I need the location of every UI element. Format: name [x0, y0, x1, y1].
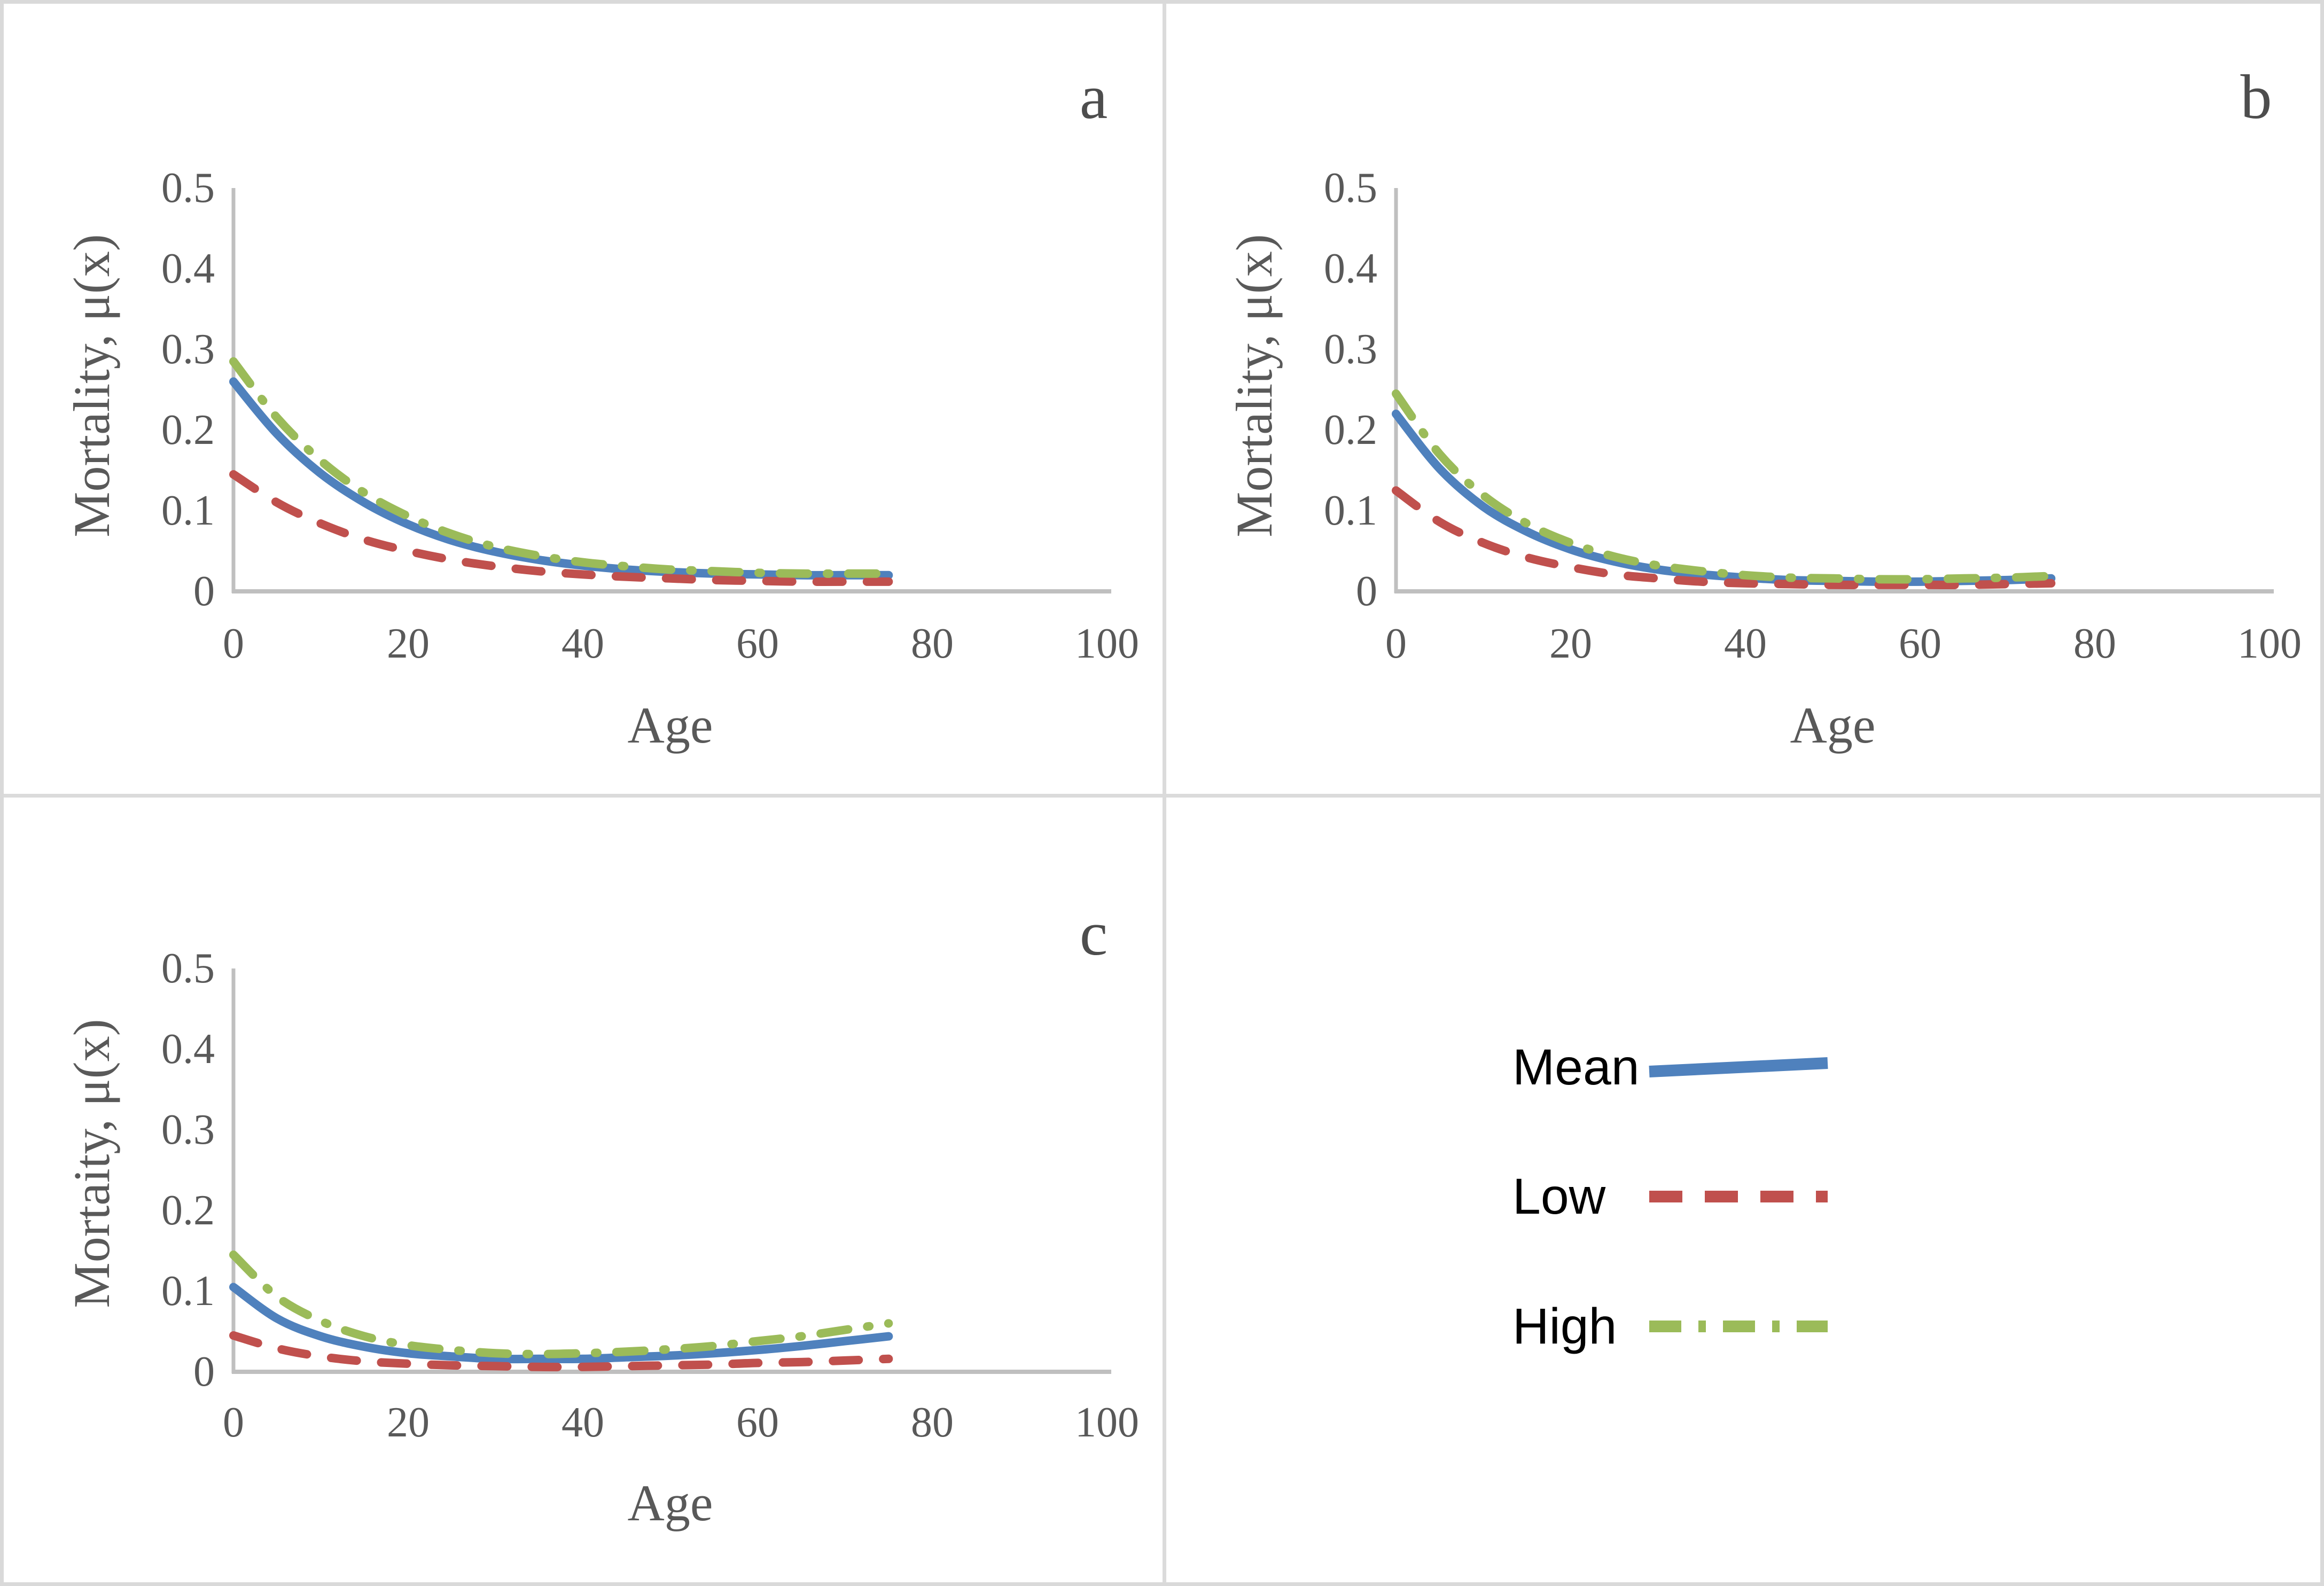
curve-high-panel-c [229, 1251, 893, 1358]
panel-c-ytick-0.5: 0.5 [161, 945, 215, 992]
panel-b-x-axis-title: Age [1790, 697, 1876, 754]
panel-a-ytick-0: 0 [193, 568, 215, 615]
panel-b-ytick-0.2: 0.2 [1324, 407, 1377, 454]
panel-c-letter: c [1079, 899, 1108, 968]
panel-b-xtick-20: 20 [1549, 620, 1592, 667]
panel-b-xtick-80: 80 [2073, 620, 2116, 667]
curve-low-panel-a [229, 470, 893, 586]
curve-low-panel-c [229, 1331, 893, 1372]
panel-b-plot-svg [1392, 188, 2274, 593]
panel-c-ytick-0.3: 0.3 [161, 1106, 215, 1153]
panel-c-plot-svg [229, 968, 1111, 1374]
curve-high-panel-b [1392, 389, 2056, 584]
panel-b-ytick-0.1: 0.1 [1324, 487, 1377, 534]
panel-b-xtick-100: 100 [2237, 620, 2302, 667]
legend: Mean Low High [1166, 798, 2320, 1582]
panel-a-xtick-20: 20 [387, 620, 430, 667]
panel-a: Mortality, μ(x) Age a 0 0.1 0.2 0.3 0.4 0.5 0 2… [4, 4, 1163, 794]
panel-a-ytick-0.4: 0.4 [161, 245, 215, 292]
legend-line-sample-low [1649, 1191, 1828, 1202]
panel-c-xtick-0: 0 [223, 1399, 244, 1446]
panel-b-ytick-0.5: 0.5 [1324, 165, 1377, 212]
panel-a-xtick-40: 40 [561, 620, 604, 667]
panel-c-xtick-80: 80 [911, 1399, 954, 1446]
panel-c-ytick-0.2: 0.2 [161, 1187, 215, 1234]
legend-label-low: Low [1512, 1168, 1606, 1225]
panel-b-xtick-60: 60 [1899, 620, 1941, 667]
panel-b-letter: b [2240, 62, 2272, 132]
panel-c-x-axis-title: Age [627, 1474, 713, 1532]
panel-a-xtick-0: 0 [223, 620, 244, 667]
panel-b-y-axis-title: Mortality, μ(x) [1226, 234, 1283, 537]
panel-c: Mortaity, μ(x) Age c 0 0.1 0.2 0.3 0.4 0.5 0 20… [4, 798, 1163, 1582]
legend-item-mean: Mean [1512, 1027, 1832, 1107]
panel-c-xtick-40: 40 [561, 1399, 604, 1446]
panel-c-xtick-60: 60 [736, 1399, 779, 1446]
panel-c-ytick-0.1: 0.1 [161, 1268, 215, 1315]
panel-a-xtick-60: 60 [736, 620, 779, 667]
panel-c-xtick-20: 20 [387, 1399, 430, 1446]
panel-a-ytick-0.3: 0.3 [161, 326, 215, 373]
panel-b: Mortality, μ(x) Age b 0 0.1 0.2 0.3 0.4 0.5 0 2… [1166, 4, 2320, 794]
quadrant-divider-vertical [1163, 4, 1166, 1582]
legend-label-high: High [1512, 1298, 1617, 1355]
curve-mean-panel-c [229, 1283, 893, 1364]
panel-a-plot-svg [229, 188, 1111, 593]
panel-b-ytick-0.3: 0.3 [1324, 326, 1377, 373]
panel-a-x-axis-title: Age [627, 697, 713, 754]
legend-line-sample-high [1649, 1321, 1828, 1332]
curve-low-panel-b [1392, 486, 2056, 590]
legend-line-sample-mean [1649, 1057, 1828, 1077]
legend-item-high: High [1512, 1286, 1832, 1366]
panel-a-ytick-0.1: 0.1 [161, 487, 215, 534]
panel-a-xtick-80: 80 [911, 620, 954, 667]
curve-high-panel-a [229, 357, 893, 578]
quadrant-divider-horizontal [4, 794, 2320, 798]
panel-c-xtick-100: 100 [1075, 1399, 1139, 1446]
panel-b-ytick-0.4: 0.4 [1324, 245, 1377, 292]
panel-b-ytick-0: 0 [1356, 568, 1377, 615]
panel-a-letter: a [1079, 62, 1108, 132]
panel-b-xtick-40: 40 [1724, 620, 1767, 667]
legend-item-low: Low [1512, 1157, 1832, 1237]
panel-a-y-axis-title: Mortality, μ(x) [63, 234, 120, 537]
curve-mean-panel-b [1392, 409, 2056, 587]
panel-c-ytick-0.4: 0.4 [161, 1026, 215, 1073]
panel-c-ytick-0: 0 [193, 1348, 215, 1395]
panel-a-ytick-0.2: 0.2 [161, 407, 215, 454]
legend-label-mean: Mean [1512, 1038, 1640, 1096]
panel-a-ytick-0.5: 0.5 [161, 165, 215, 212]
panel-a-xtick-100: 100 [1075, 620, 1139, 667]
curve-mean-panel-a [229, 377, 893, 580]
panel-b-xtick-0: 0 [1385, 620, 1407, 667]
panel-c-y-axis-title: Mortaity, μ(x) [63, 1019, 120, 1308]
